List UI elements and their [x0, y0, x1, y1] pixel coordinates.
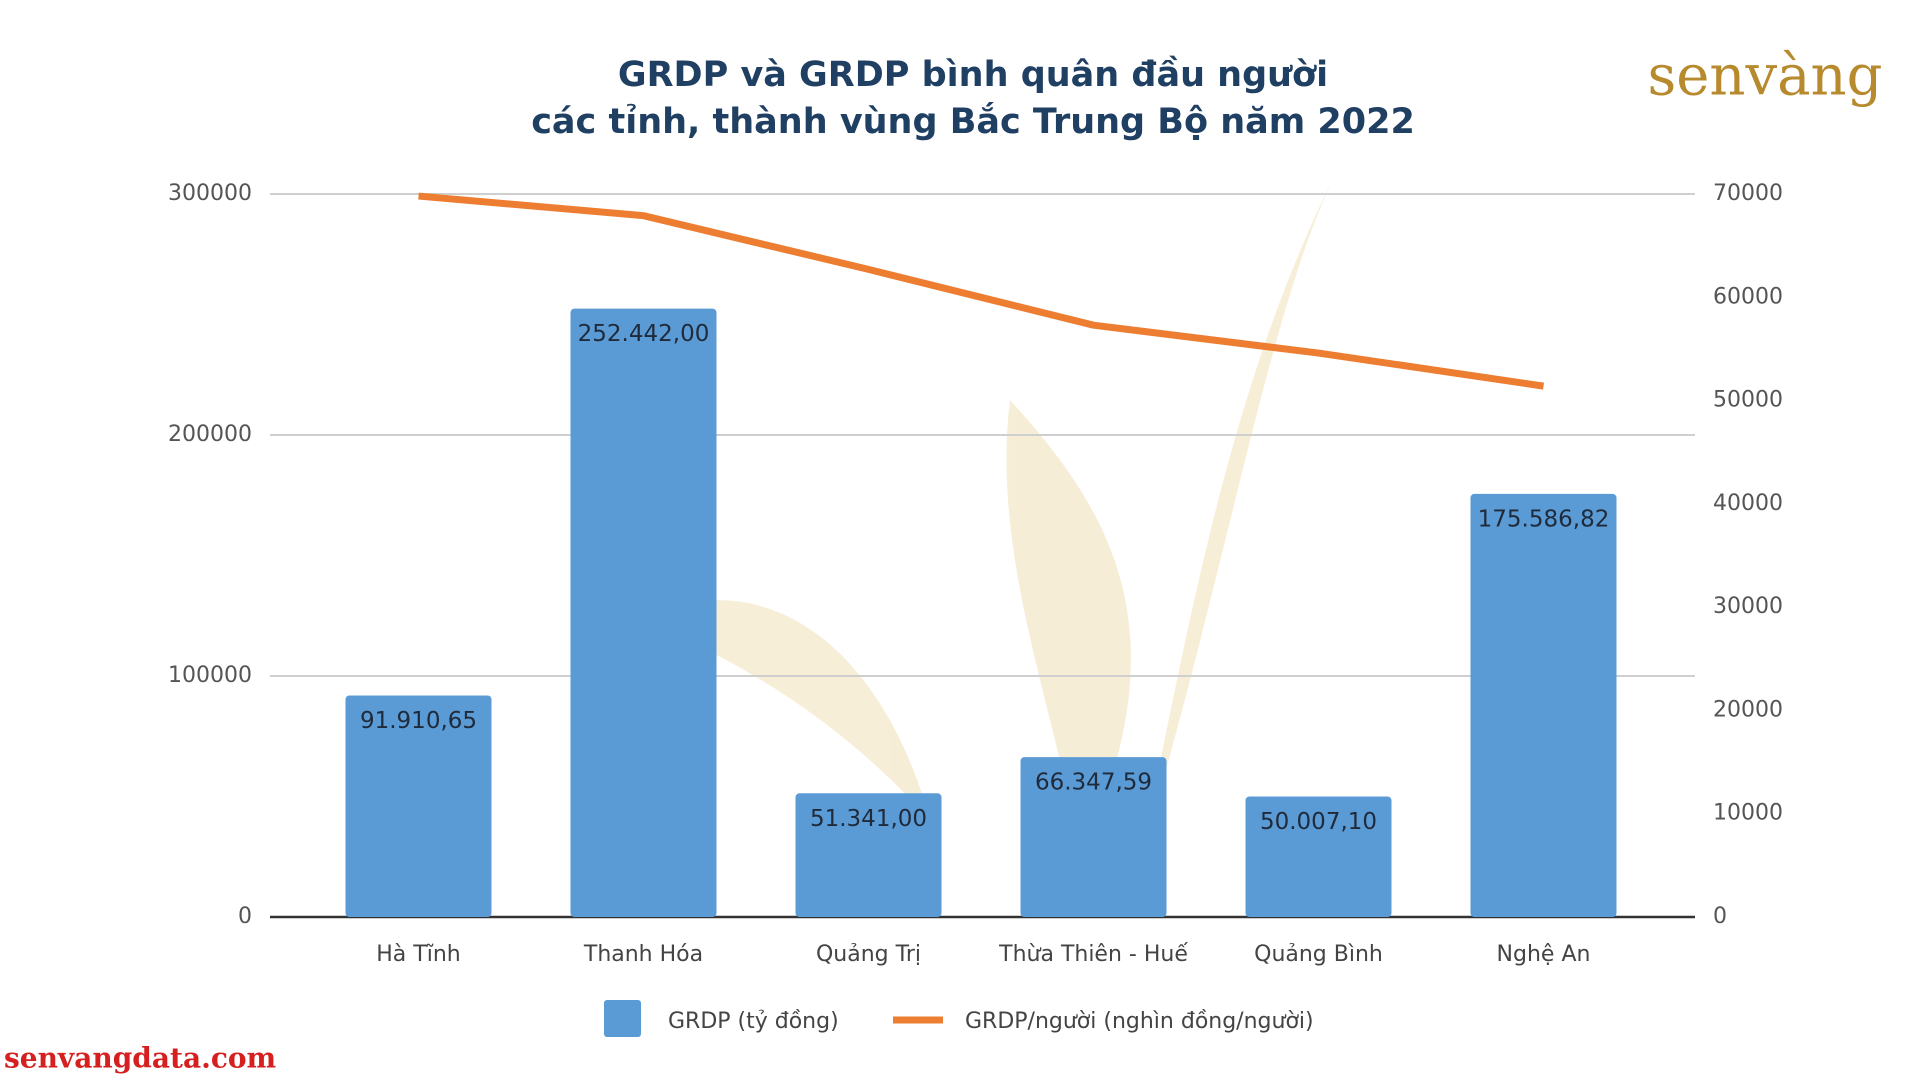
- data-label: 252.442,00: [578, 321, 710, 347]
- y2-tick-label: 60000: [1713, 284, 1783, 309]
- logo: senvàng: [1648, 44, 1883, 109]
- bar: [1020, 757, 1167, 917]
- x-tick-label: Thừa Thiên - Huế: [998, 942, 1188, 967]
- y2-tick-label: 0: [1713, 904, 1727, 929]
- y-tick-label: 100000: [168, 663, 252, 688]
- x-tick-label: Hà Tĩnh: [376, 942, 460, 967]
- chart-title: các tỉnh, thành vùng Bắc Trung Bộ năm 20…: [531, 101, 1415, 142]
- x-tick-label: Nghệ An: [1497, 942, 1591, 967]
- bar: [795, 793, 942, 917]
- chart-title: GRDP và GRDP bình quân đầu người: [618, 54, 1328, 95]
- y2-tick-label: 50000: [1713, 388, 1783, 413]
- x-tick-label: Quảng Bình: [1254, 942, 1383, 967]
- bar: [1470, 493, 1617, 917]
- y2-tick-label: 20000: [1713, 697, 1783, 722]
- data-label: 50.007,10: [1260, 809, 1377, 835]
- y2-tick-label: 30000: [1713, 594, 1783, 619]
- bar: [1245, 796, 1392, 917]
- y-tick-label: 0: [238, 904, 252, 929]
- x-tick-label: Thanh Hóa: [583, 942, 703, 967]
- data-label: 175.586,82: [1478, 506, 1610, 532]
- watermark: [640, 165, 1340, 860]
- y2-tick-label: 70000: [1713, 181, 1783, 206]
- legend-label: GRDP/người (nghìn đồng/người): [965, 1009, 1314, 1034]
- y2-tick-label: 40000: [1713, 491, 1783, 516]
- bar: [570, 308, 717, 918]
- footer: senvangdata.com: [4, 1042, 276, 1075]
- y-tick-label: 300000: [168, 181, 252, 206]
- y-tick-label: 200000: [168, 422, 252, 447]
- data-label: 66.347,59: [1035, 770, 1152, 796]
- y2-tick-label: 10000: [1713, 801, 1783, 826]
- data-label: 91.910,65: [360, 708, 477, 734]
- bar: [345, 695, 492, 917]
- x-tick-label: Quảng Trị: [816, 942, 921, 967]
- line: [418, 192, 1545, 390]
- legend-swatch: [604, 1000, 641, 1037]
- legend-label: GRDP (tỷ đồng): [668, 1009, 839, 1034]
- data-label: 51.341,00: [810, 806, 927, 832]
